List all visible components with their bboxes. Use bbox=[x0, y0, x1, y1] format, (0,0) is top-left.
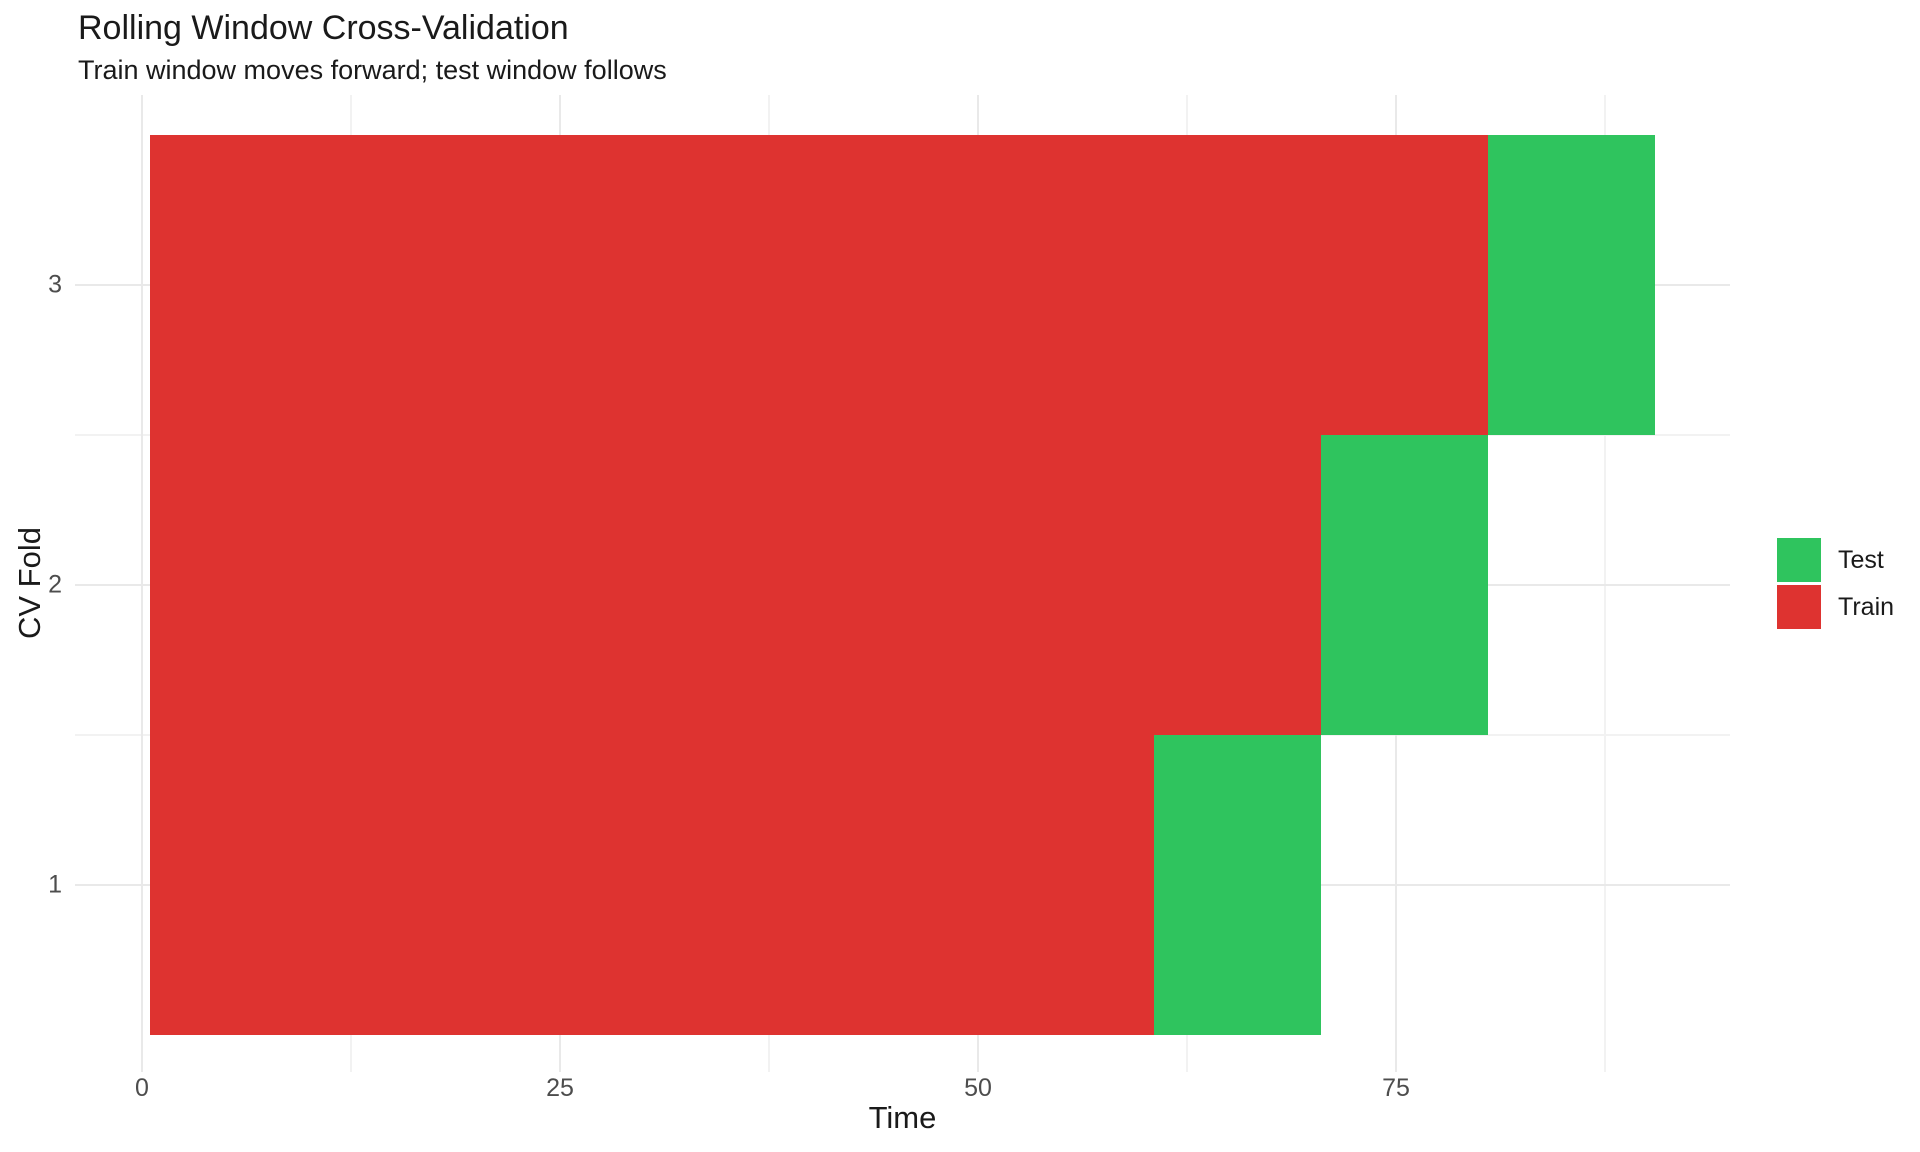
chart-subtitle: Train window moves forward; test window … bbox=[78, 55, 667, 85]
legend-key-test-swatch bbox=[1777, 538, 1821, 582]
x-tick-label: 50 bbox=[964, 1074, 992, 1102]
plot-panel bbox=[75, 95, 1730, 1072]
train-bar-fold-1 bbox=[150, 735, 1154, 1035]
legend-label-train: Train bbox=[1838, 592, 1895, 621]
legend: Test Train bbox=[1777, 538, 1894, 632]
y-tick-label: 2 bbox=[48, 570, 62, 599]
test-bar-fold-2 bbox=[1320, 435, 1488, 735]
x-major-gridline bbox=[141, 95, 143, 1072]
y-tick-label: 3 bbox=[48, 270, 62, 299]
y-tick-label: 1 bbox=[48, 870, 62, 899]
legend-key-train-swatch bbox=[1777, 585, 1821, 629]
legend-item-test: Test bbox=[1777, 538, 1894, 582]
train-bar-fold-2 bbox=[150, 435, 1321, 735]
legend-label-test: Test bbox=[1838, 545, 1884, 574]
chart-title: Rolling Window Cross-Validation bbox=[78, 9, 569, 47]
x-tick-label: 25 bbox=[546, 1074, 574, 1102]
test-bar-fold-1 bbox=[1153, 735, 1321, 1035]
x-axis-title: Time bbox=[868, 1100, 937, 1135]
test-bar-fold-3 bbox=[1487, 135, 1656, 435]
x-tick-label: 75 bbox=[1382, 1074, 1410, 1102]
train-bar-fold-3 bbox=[150, 135, 1488, 435]
x-minor-gridline bbox=[1604, 95, 1606, 1072]
x-tick-label: 0 bbox=[135, 1074, 149, 1102]
legend-item-train: Train bbox=[1777, 585, 1894, 629]
